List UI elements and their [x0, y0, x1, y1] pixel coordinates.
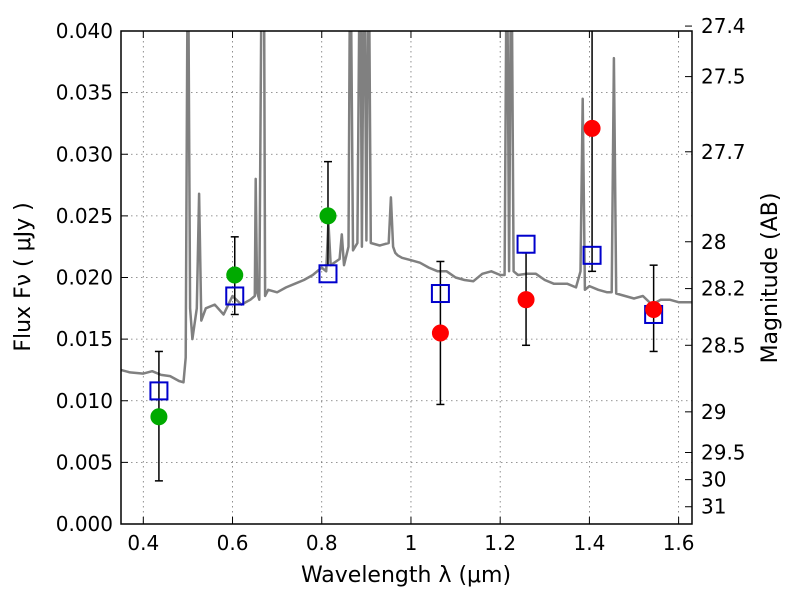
right-tick-label: 28: [701, 230, 726, 254]
model-square-marker: [516, 234, 536, 254]
plot-area: [121, 31, 692, 384]
x-tick-label: 0.6: [217, 531, 249, 555]
photometry-point: [226, 266, 244, 284]
y-tick-label: 0.010: [56, 389, 113, 413]
photometry-point: [319, 207, 337, 225]
x-tick-label: 0.8: [306, 531, 338, 555]
y-axis-right-title: Magnitude (AB): [758, 193, 783, 364]
model-square-marker: [225, 286, 245, 306]
x-tick-label: 1.2: [484, 531, 516, 555]
x-tick-label: 1: [405, 531, 418, 555]
right-tick-label: 30: [701, 468, 726, 492]
photometry-point: [645, 301, 663, 319]
ticks: 0.4 0.6 0.8 1 1.2 1.4 1.6 0.000 0.005 0.010 0.015 0…: [56, 14, 746, 555]
right-tick-label: 31: [701, 495, 726, 519]
right-tick-label: 28.5: [701, 333, 746, 357]
right-tick-label: 27.4: [701, 14, 746, 38]
x-tick-label: 0.4: [127, 531, 159, 555]
photometry-point: [583, 119, 601, 137]
x-tick-label: 1.6: [663, 531, 695, 555]
right-tick-label: 27.5: [701, 65, 746, 89]
x-tick-label: 1.4: [573, 531, 605, 555]
y-tick-label: 0.000: [56, 512, 113, 536]
y-tick-label: 0.040: [56, 19, 113, 43]
right-tick-label: 29: [701, 400, 726, 424]
y-tick-label: 0.030: [56, 142, 113, 166]
y-axis-title: Flux Fν ( μJy ): [11, 202, 36, 351]
right-tick-label: 29.5: [701, 441, 746, 465]
grid: [121, 30, 692, 525]
y-tick-label: 0.015: [56, 327, 113, 351]
spectrum-line: [121, 31, 692, 384]
y-tick-label: 0.025: [56, 204, 113, 228]
x-axis-title: Wavelength λ (μm): [301, 563, 511, 588]
model-square-marker: [430, 284, 450, 304]
photometry-point: [431, 324, 449, 342]
model-square-marker: [582, 245, 602, 265]
right-tick-label: 28.2: [701, 277, 746, 301]
y-tick-label: 0.035: [56, 81, 113, 105]
photometry-point: [517, 291, 535, 309]
right-tick-label: 27.7: [701, 140, 746, 164]
y-tick-label: 0.020: [56, 266, 113, 290]
model-square-marker: [318, 264, 338, 284]
photometry-point: [150, 408, 168, 426]
model-square-marker: [149, 381, 169, 401]
markers: [149, 119, 664, 426]
y-tick-label: 0.005: [56, 450, 113, 474]
